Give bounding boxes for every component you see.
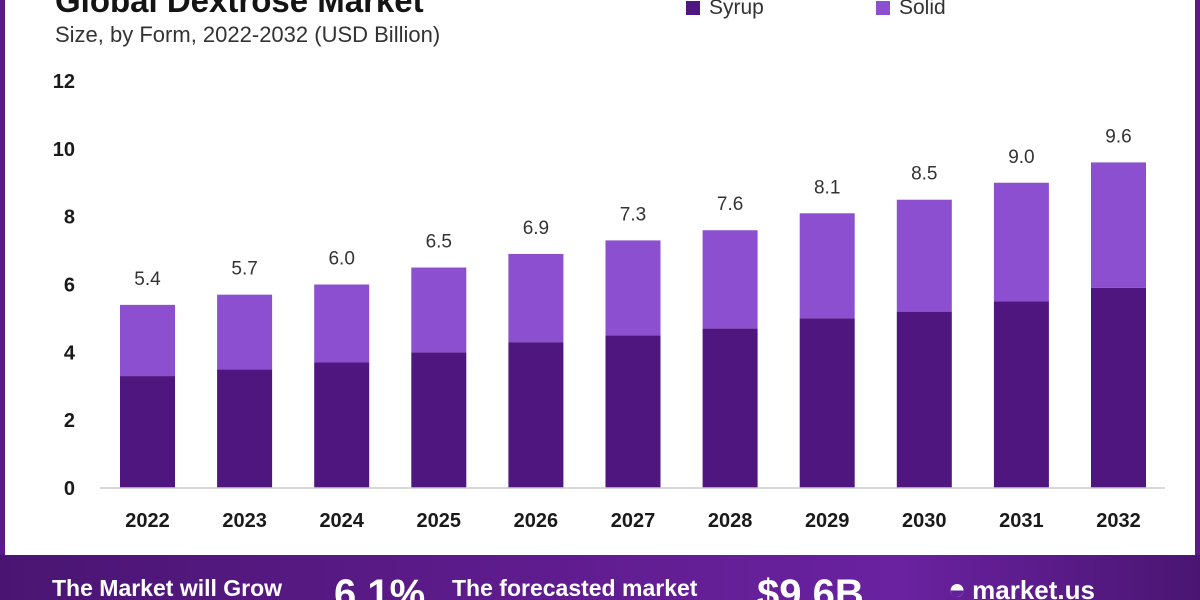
- bar-solid-2029: [799, 213, 855, 319]
- y-tick-label: 12: [53, 71, 75, 93]
- x-tick-label: 2028: [708, 510, 753, 532]
- brand-mark-icon: ◓: [948, 573, 967, 600]
- bar-solid-2022: [120, 304, 175, 377]
- frame-border-right: [1195, 0, 1200, 555]
- bar-total-label: 6.9: [523, 218, 549, 239]
- frame-border-left: [0, 0, 5, 555]
- x-tick-label: 2027: [611, 510, 656, 532]
- legend: Syrup Solid: [0, 0, 1200, 20]
- legend-label-syrup: Syrup: [709, 0, 764, 19]
- bar-solid-2027: [605, 240, 661, 336]
- y-tick-label: 8: [64, 207, 75, 229]
- banner-forecast-text: The forecasted market: [452, 575, 698, 600]
- chart-subtitle: Size, by Form, 2022-2032 (USD Billion): [55, 22, 441, 47]
- x-tick-label: 2025: [417, 510, 462, 532]
- stacked-bar-chart: 0 2 4 6 8 10 12 5.4 2022 5.7 2023 6.0 2024 6.5 2025 6.9…: [53, 71, 1165, 532]
- bar-syrup-2024: [314, 362, 370, 488]
- brand-name: market.us: [972, 575, 1095, 600]
- bar-syrup-2029: [799, 318, 855, 488]
- y-tick-label: 2: [64, 410, 75, 432]
- bar-solid-2028: [702, 230, 758, 329]
- bar-syrup-2025: [411, 352, 467, 488]
- bar-solid-2026: [508, 253, 564, 343]
- x-tick-label: 2024: [319, 510, 364, 532]
- y-tick-label: 10: [53, 139, 75, 161]
- bar-solid-2025: [411, 267, 467, 353]
- bar-syrup-2030: [896, 311, 952, 488]
- brand-logo: ◓ market.us: [948, 575, 1095, 600]
- x-tick-label: 2032: [1096, 510, 1141, 532]
- legend-item-syrup: Syrup: [686, 0, 764, 20]
- bar-syrup-2023: [217, 369, 273, 488]
- bar-total-label: 6.5: [426, 232, 452, 253]
- bar-total-label: 8.5: [911, 164, 937, 185]
- bar-solid-2023: [217, 294, 273, 370]
- banner-forecast-value: $9.6B: [757, 572, 864, 600]
- bar-solid-2024: [314, 284, 370, 363]
- bar-syrup-2027: [605, 335, 661, 488]
- bar-total-label: 7.3: [620, 204, 646, 225]
- bar-syrup-2028: [702, 328, 758, 488]
- x-tick-label: 2023: [222, 510, 267, 532]
- bar-total-label: 9.0: [1008, 147, 1034, 168]
- bar-solid-2030: [896, 199, 952, 312]
- bar-syrup-2031: [993, 301, 1049, 488]
- footer-banner: The Market will Grow 6.1% The forecasted…: [0, 555, 1200, 600]
- bar-total-label: 5.7: [231, 259, 257, 280]
- x-tick-label: 2022: [125, 510, 170, 532]
- x-tick-label: 2031: [999, 510, 1044, 532]
- x-tick-label: 2030: [902, 510, 947, 532]
- y-tick-label: 6: [64, 275, 75, 297]
- bar-syrup-2022: [120, 376, 175, 488]
- bar-syrup-2026: [508, 342, 564, 488]
- y-tick-label: 4: [64, 342, 76, 364]
- bar-total-label: 9.6: [1105, 126, 1131, 147]
- bar-total-label: 7.6: [717, 194, 743, 215]
- legend-swatch-syrup: [686, 1, 700, 15]
- bar-solid-2032: [1091, 162, 1146, 288]
- x-tick-label: 2026: [514, 510, 559, 532]
- chart-title: Global Dextrose Market: [55, 0, 424, 19]
- legend-label-solid: Solid: [899, 0, 946, 19]
- y-tick-label: 0: [64, 478, 75, 500]
- bar-solid-2031: [993, 182, 1049, 302]
- banner-cagr-value: 6.1%: [334, 572, 426, 600]
- bar-total-label: 6.0: [328, 249, 354, 270]
- legend-swatch-solid: [876, 1, 890, 15]
- bar-total-label: 8.1: [814, 177, 840, 198]
- x-tick-label: 2029: [805, 510, 850, 532]
- legend-item-solid: Solid: [876, 0, 946, 20]
- banner-grow-text: The Market will Grow: [52, 575, 283, 600]
- bar-syrup-2032: [1091, 287, 1146, 488]
- bar-total-label: 5.4: [134, 269, 161, 290]
